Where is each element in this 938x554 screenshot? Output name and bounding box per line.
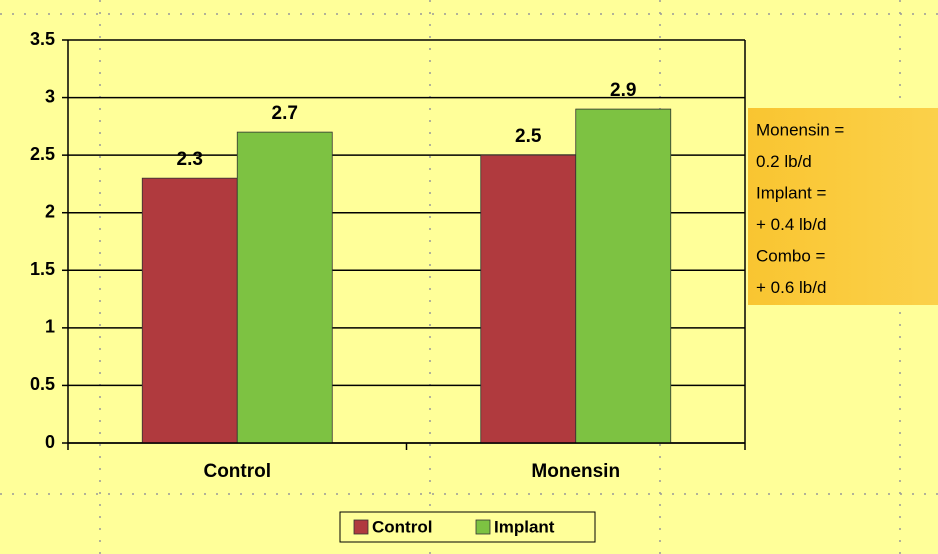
y-tick-label: 2.5 <box>30 144 55 164</box>
y-tick-label: 1 <box>45 317 55 337</box>
legend-swatch <box>353 519 369 535</box>
annotation-text: + 0.6 lb/d <box>756 278 826 297</box>
annotation-text: Combo = <box>756 246 826 265</box>
annotation-text: + 0.4 lb/d <box>756 215 826 234</box>
legend-swatch <box>475 519 491 535</box>
value-label: 2.5 <box>515 126 542 147</box>
legend-label: Implant <box>494 517 555 536</box>
bar <box>141 177 238 444</box>
value-label: 2.3 <box>177 149 203 170</box>
y-tick-label: 3 <box>45 86 55 106</box>
bar <box>575 108 672 444</box>
y-tick-label: 0 <box>45 432 55 452</box>
annotation-text: Monensin = <box>756 120 844 139</box>
bar <box>480 154 577 444</box>
y-tick-label: 2 <box>45 201 55 221</box>
x-tick-label: Control <box>203 461 271 482</box>
value-label: 2.7 <box>272 103 298 124</box>
annotation-text: Implant = <box>756 183 826 202</box>
y-tick-label: 0.5 <box>30 374 55 394</box>
annotation-box <box>748 108 938 305</box>
value-label: 2.9 <box>610 80 636 101</box>
annotation-text: 0.2 lb/d <box>756 152 812 171</box>
y-tick-label: 3.5 <box>30 29 55 49</box>
y-tick-label: 1.5 <box>30 259 55 279</box>
bar <box>236 131 333 444</box>
legend-label: Control <box>372 517 432 536</box>
x-tick-label: Monensin <box>531 461 620 482</box>
legend-box <box>339 511 596 543</box>
